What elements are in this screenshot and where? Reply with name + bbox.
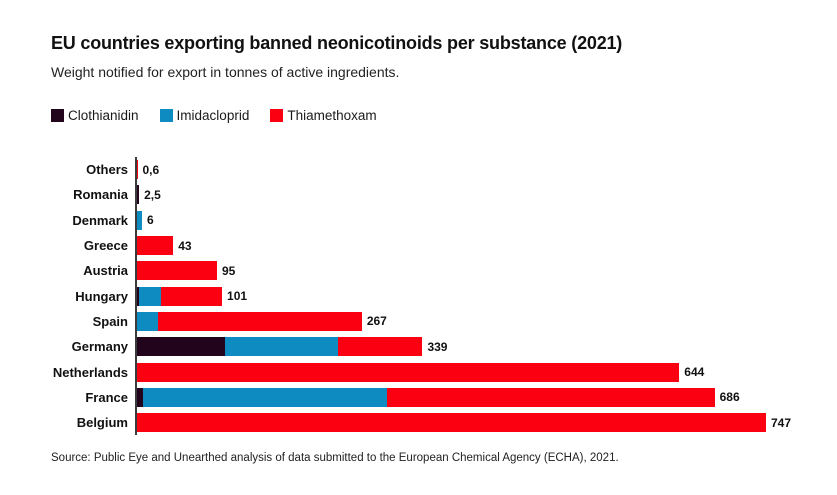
bar-segment-clothianidin <box>137 337 226 357</box>
category-label: Netherlands <box>52 364 128 380</box>
chart-row-others: Others 0,6 <box>51 157 817 182</box>
chart-row-france: France 686 <box>51 385 817 410</box>
legend-item-clothianidin: Clothianidin <box>51 108 139 123</box>
category-label: Denmark <box>72 212 128 228</box>
bar-segment-thiamethoxam <box>338 337 423 357</box>
chart-row-germany: Germany 339 <box>51 334 817 359</box>
value-label: 747 <box>771 415 792 430</box>
legend-label-imidacloprid: Imidacloprid <box>176 107 250 123</box>
value-label: 101 <box>227 289 248 304</box>
value-label: 43 <box>178 238 192 253</box>
chart-card: EU countries exporting banned neonicotin… <box>51 33 817 465</box>
category-label: Hungary <box>75 288 128 304</box>
stacked-bar: 95 <box>135 261 236 281</box>
bar-chart: Others 0,6 Romania 2,5 Denmark 6 Greece 43 Austr… <box>51 157 817 436</box>
stacked-bar: 747 <box>135 413 792 433</box>
chart-subtitle: Weight notified for export in tonnes of … <box>51 64 400 80</box>
stacked-bar: 644 <box>135 362 705 382</box>
category-label: Romania <box>73 187 128 203</box>
bar-segment-thiamethoxam <box>387 387 715 407</box>
stacked-bar: 267 <box>135 311 387 331</box>
bar-segment-clothianidin <box>137 286 139 306</box>
bar-segment-clothianidin <box>137 387 143 407</box>
bar-segment-thiamethoxam <box>137 413 766 433</box>
value-label: 6 <box>147 213 154 228</box>
chart-row-netherlands: Netherlands 644 <box>51 359 817 384</box>
stacked-bar: 339 <box>135 337 448 357</box>
value-label: 0,6 <box>142 162 160 177</box>
chart-row-romania: Romania 2,5 <box>51 182 817 207</box>
stacked-bar: 101 <box>135 286 248 306</box>
chart-row-belgium: Belgium 747 <box>51 410 817 435</box>
stacked-bar: 2,5 <box>135 185 161 205</box>
chart-title: EU countries exporting banned neonicotin… <box>51 33 623 53</box>
chart-row-greece: Greece 43 <box>51 233 817 258</box>
legend-item-thiamethoxam: Thiamethoxam <box>270 107 377 123</box>
bar-chart-rows: Others 0,6 Romania 2,5 Denmark 6 Greece 43 Austr… <box>51 157 817 435</box>
category-label: France <box>85 389 128 405</box>
stacked-bar: 0,6 <box>135 160 160 180</box>
legend: Clothianidin Imidacloprid Thiamethoxam <box>51 107 817 123</box>
stacked-bar: 6 <box>135 210 154 230</box>
legend-swatch-imidacloprid <box>159 108 173 122</box>
chart-row-austria: Austria 95 <box>51 258 817 283</box>
bar-segment-imidacloprid <box>142 387 388 407</box>
chart-row-denmark: Denmark 6 <box>51 208 817 233</box>
bar-segment-thiamethoxam <box>137 362 680 382</box>
legend-label-thiamethoxam: Thiamethoxam <box>287 107 377 123</box>
chart-row-hungary: Hungary 101 <box>51 283 817 308</box>
bar-segment-imidacloprid <box>225 337 339 357</box>
bar-segment-imidacloprid <box>137 210 143 230</box>
bar-segment-thiamethoxam <box>137 261 217 281</box>
value-label: 95 <box>221 263 236 278</box>
stacked-bar: 43 <box>135 236 192 256</box>
legend-item-imidacloprid: Imidacloprid <box>159 107 250 123</box>
legend-swatch-thiamethoxam <box>270 108 284 122</box>
value-label: 267 <box>366 314 387 329</box>
bar-segment-imidacloprid <box>138 286 162 306</box>
bar-segment-thiamethoxam <box>158 311 362 331</box>
category-label: Austria <box>83 263 128 279</box>
legend-swatch-clothianidin <box>51 108 64 122</box>
source-note: Source: Public Eye and Unearthed analysi… <box>51 452 619 465</box>
category-label: Others <box>86 162 128 178</box>
bar-segment-thiamethoxam <box>137 160 138 180</box>
category-label: Germany <box>71 339 128 355</box>
value-label: 339 <box>427 339 448 354</box>
y-axis-line <box>135 157 137 436</box>
chart-row-spain: Spain 267 <box>51 309 817 334</box>
value-label: 686 <box>719 390 740 405</box>
bar-segment-thiamethoxam <box>137 236 174 256</box>
stacked-bar: 686 <box>135 387 740 407</box>
bar-segment-thiamethoxam <box>161 286 223 306</box>
legend-label-clothianidin: Clothianidin <box>68 107 139 123</box>
value-label: 644 <box>684 365 705 380</box>
bar-segment-imidacloprid <box>137 311 159 331</box>
category-label: Greece <box>83 238 128 254</box>
bar-segment-clothianidin <box>137 185 140 205</box>
category-label: Belgium <box>76 415 128 431</box>
value-label: 2,5 <box>144 187 161 202</box>
category-label: Spain <box>92 313 128 329</box>
